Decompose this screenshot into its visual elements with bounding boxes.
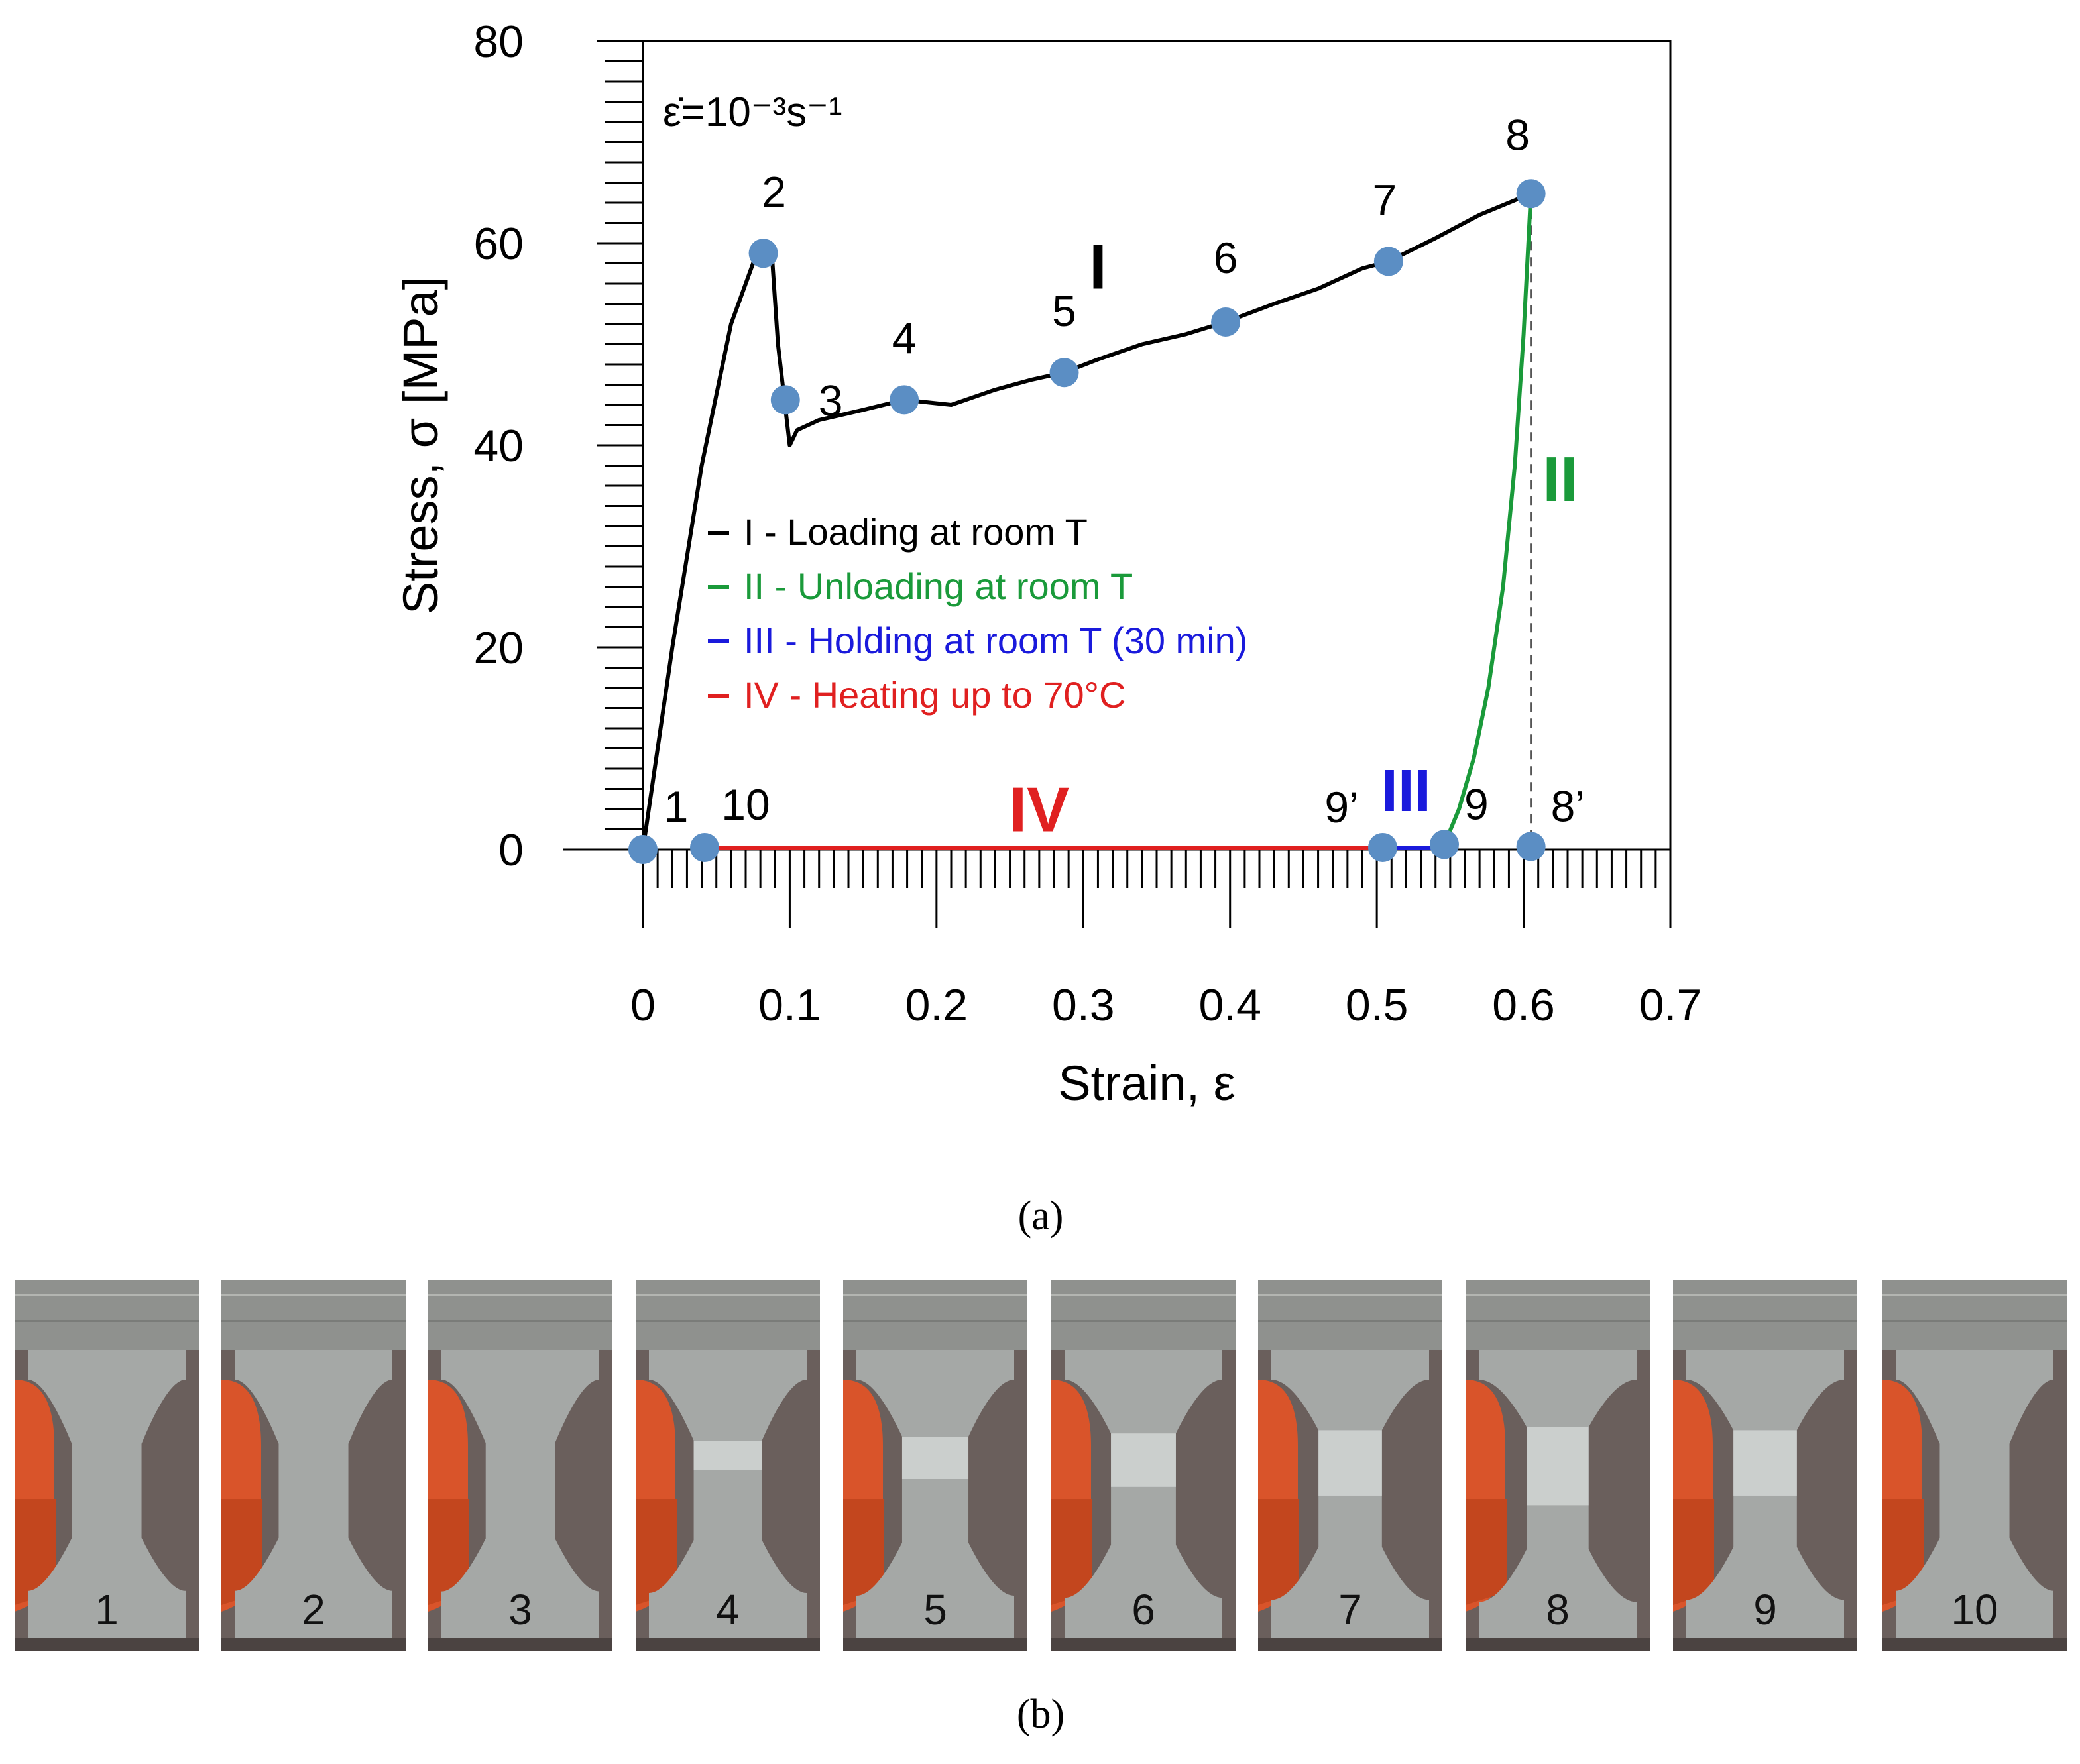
x-tick-label: 0.6	[1492, 980, 1555, 1030]
specimen-photo: 2	[221, 1280, 406, 1651]
legend-entry: IV - Heating up to 70°C	[744, 674, 1126, 716]
y-axis-title: Stress, σ [MPa]	[393, 276, 448, 614]
strain-rate-label: ε̇=10⁻³s⁻¹	[663, 89, 842, 135]
text-layer: 0 20 40 60 80 0 0.1 0.2 0.3 0.4 0.5 0.6 0.7 Strain, ε…	[393, 17, 1702, 1111]
data-point-9	[1430, 830, 1459, 859]
point-label: 9	[1464, 779, 1489, 828]
legend-entry: I - Loading at room T	[744, 511, 1088, 553]
specimen-photo: 5	[843, 1280, 1027, 1651]
point-label: 3	[819, 376, 843, 425]
point-label: 2	[762, 167, 786, 216]
x-tick-label: 0.5	[1346, 980, 1409, 1030]
specimen-photo-label: 8	[1546, 1586, 1570, 1633]
data-point-1	[628, 835, 658, 864]
point-label: 8	[1505, 110, 1530, 159]
points-layer	[628, 179, 1546, 864]
caption-a: (a)	[1017, 1193, 1064, 1239]
specimen-photo-label: 6	[1131, 1586, 1155, 1633]
point-label: 5	[1052, 286, 1076, 335]
y-tick-label: 80	[473, 17, 524, 67]
specimen-photo-label: 2	[302, 1586, 325, 1633]
x-tick-label: 0.7	[1639, 980, 1702, 1030]
specimen-photo: 4	[636, 1280, 820, 1651]
specimen-photo-label: 10	[1951, 1586, 1998, 1633]
x-tick-label: 0.1	[758, 980, 821, 1030]
point-label: 7	[1372, 175, 1397, 224]
point-label: 10	[721, 780, 770, 829]
specimen-photo: 8	[1466, 1280, 1650, 1651]
specimen-photo-label: 9	[1753, 1586, 1777, 1633]
stress-strain-chart: 0 20 40 60 80 0 0.1 0.2 0.3 0.4 0.5 0.6 0.7 Strain, ε…	[393, 17, 1702, 1111]
data-point-9’	[1368, 832, 1397, 862]
y-tick-label: 60	[473, 219, 524, 269]
specimen-photo: 10	[1882, 1280, 2067, 1651]
series-II-line	[1442, 192, 1533, 847]
point-label: 8’	[1551, 781, 1585, 830]
legend-entry: III - Holding at room T (30 min)	[744, 620, 1247, 661]
specimen-photo: 1	[15, 1280, 199, 1651]
region-label-I: I	[1089, 232, 1107, 303]
specimen-photo-label: 7	[1338, 1586, 1362, 1633]
x-tick-label: 0.2	[905, 980, 968, 1030]
data-point-4	[890, 385, 919, 415]
data-point-8’	[1516, 832, 1546, 861]
point-label: 1	[664, 782, 689, 831]
point-label: 9’	[1324, 783, 1358, 832]
specimen-photo: 7	[1258, 1280, 1442, 1651]
data-point-10	[690, 832, 719, 862]
data-point-6	[1211, 307, 1241, 337]
specimen-photo: 9	[1673, 1280, 1857, 1651]
region-label-II: II	[1542, 444, 1578, 515]
data-point-3	[770, 385, 800, 415]
specimen-photo-label: 5	[923, 1586, 947, 1633]
point-label: 6	[1214, 233, 1238, 282]
specimen-photo-label: 3	[508, 1586, 532, 1633]
specimen-photo-label: 4	[716, 1586, 740, 1633]
data-point-2	[748, 239, 778, 268]
x-tick-label: 0.4	[1198, 980, 1261, 1030]
data-point-5	[1049, 358, 1079, 388]
legend-entry: II - Unloading at room T	[744, 565, 1133, 607]
region-label-III: III	[1381, 758, 1431, 824]
y-tick-label: 20	[473, 623, 524, 673]
caption-b: (b)	[1016, 1692, 1065, 1737]
specimen-photo-label: 1	[95, 1586, 119, 1633]
region-label-IV: IV	[1010, 775, 1070, 846]
specimen-photo-strip: 1 2	[15, 1280, 2069, 1651]
x-axis-title: Strain, ε	[1058, 1056, 1235, 1111]
specimen-photo: 3	[428, 1280, 612, 1651]
x-tick-label: 0.3	[1052, 980, 1115, 1030]
y-tick-label: 40	[473, 421, 524, 471]
specimen-photo: 6	[1051, 1280, 1236, 1651]
data-point-7	[1373, 247, 1403, 276]
x-tick-label: 0	[630, 980, 656, 1030]
y-tick-label: 0	[498, 825, 524, 875]
point-label: 4	[892, 313, 917, 362]
data-point-8	[1516, 179, 1546, 209]
